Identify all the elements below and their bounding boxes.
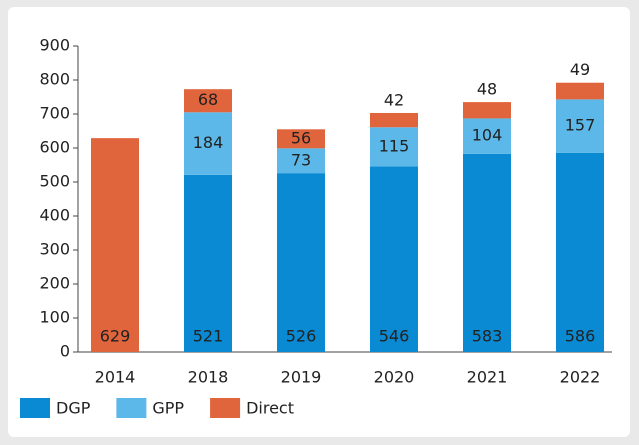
bar-segment: [91, 138, 139, 352]
data-label: 49: [570, 60, 590, 79]
y-tick-label: 200: [39, 274, 70, 293]
data-label: 73: [291, 150, 311, 169]
x-tick-label: 2019: [281, 368, 322, 387]
y-tick-label: 800: [39, 70, 70, 89]
data-label: 56: [291, 128, 311, 147]
legend-label: Direct: [246, 399, 294, 418]
data-label: 48: [477, 80, 497, 99]
bar-segment: [277, 148, 325, 174]
bar-segment: [184, 174, 232, 352]
data-label: 42: [384, 90, 404, 109]
legend-label: GPP: [152, 399, 184, 418]
y-tick-label: 900: [39, 36, 70, 55]
y-tick-label: 500: [39, 172, 70, 191]
data-label: 546: [379, 327, 410, 346]
x-tick-label: 2014: [95, 368, 136, 387]
x-tick-label: 2020: [374, 368, 415, 387]
bar-segment: [556, 152, 604, 352]
data-label: 68: [198, 90, 218, 109]
data-label: 586: [565, 327, 596, 346]
data-label: 583: [472, 327, 503, 346]
bar-segment: [184, 89, 232, 113]
data-label: 104: [472, 126, 503, 145]
bar-segment: [370, 112, 418, 128]
bar-segment: [277, 173, 325, 352]
data-label: 629: [100, 327, 131, 346]
data-label: 157: [565, 116, 596, 135]
x-tick-label: 2018: [188, 368, 229, 387]
y-tick-label: 400: [39, 206, 70, 225]
y-tick-label: 700: [39, 104, 70, 123]
legend-swatch: [210, 398, 241, 418]
data-label: 184: [193, 133, 224, 152]
y-tick-label: 100: [39, 308, 70, 327]
y-tick-label: 300: [39, 240, 70, 259]
y-tick-label: 0: [60, 342, 70, 361]
legend-swatch: [20, 398, 50, 418]
legend-swatch: [116, 398, 147, 418]
data-label: 521: [193, 327, 224, 346]
bar-segment: [463, 153, 511, 352]
bar-segment: [556, 82, 604, 100]
x-tick-label: 2022: [560, 368, 601, 387]
bar-segment: [463, 102, 511, 119]
bar-segment: [556, 99, 604, 153]
data-label: 115: [379, 136, 410, 155]
legend-label: DGP: [56, 399, 91, 418]
x-tick-label: 2021: [467, 368, 508, 387]
data-label: 526: [286, 327, 317, 346]
bar-segment: [463, 118, 511, 154]
y-tick-label: 600: [39, 138, 70, 157]
bar-segment: [370, 127, 418, 167]
bar-segment: [370, 166, 418, 352]
bar-segment: [184, 112, 232, 175]
bar-segment: [277, 129, 325, 149]
